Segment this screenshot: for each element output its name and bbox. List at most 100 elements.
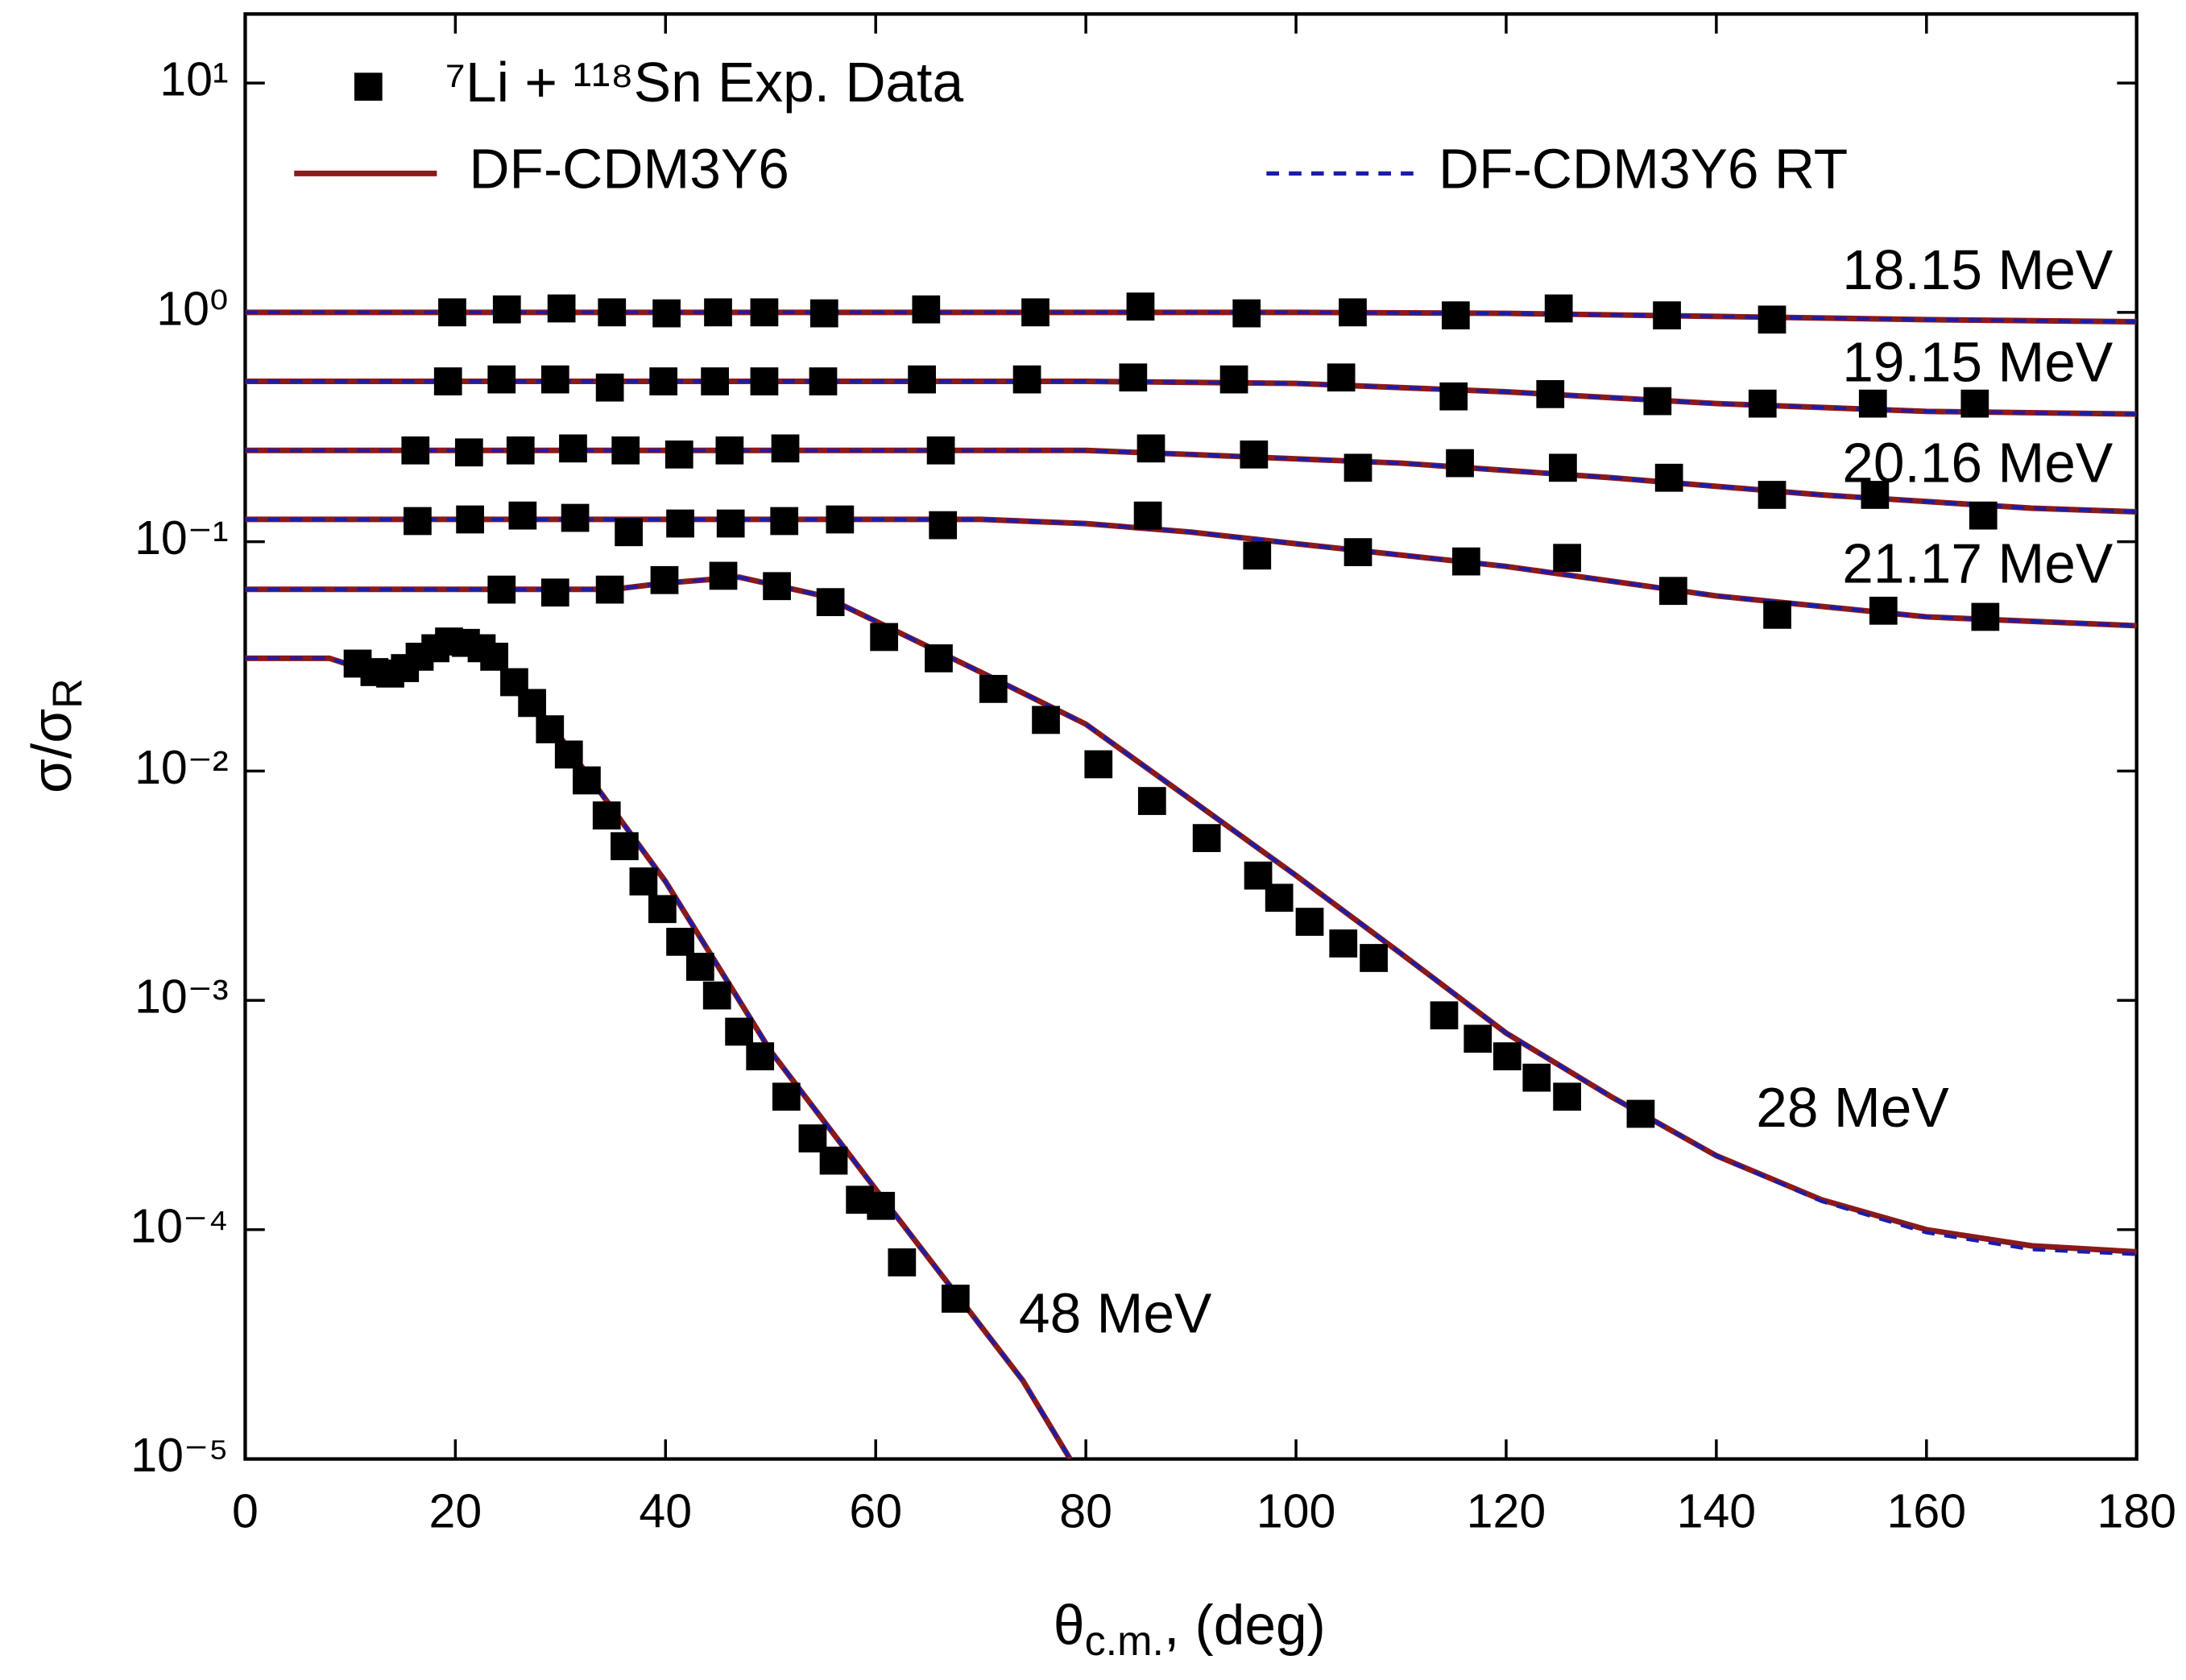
- series-label: 28 MeV: [1756, 1076, 1949, 1139]
- data-point: [518, 689, 546, 718]
- data-point: [908, 365, 936, 394]
- series-label: 21.17 MeV: [1842, 532, 2114, 595]
- data-point: [648, 895, 677, 924]
- data-point: [1544, 294, 1573, 323]
- data-point: [1084, 750, 1113, 779]
- data-point: [772, 1082, 801, 1111]
- data-point: [433, 367, 462, 395]
- x-tick-label: 20: [429, 1485, 482, 1538]
- x-tick-label: 160: [1887, 1485, 1967, 1538]
- data-point: [702, 981, 731, 1010]
- model-line: [245, 640, 1073, 1459]
- data-point: [1464, 1024, 1493, 1053]
- data-point: [715, 436, 744, 465]
- data-point: [611, 436, 640, 465]
- data-point: [1653, 301, 1681, 329]
- data-point: [1021, 298, 1050, 327]
- data-point: [1126, 292, 1155, 321]
- model-line: [245, 574, 2137, 1255]
- data-point: [809, 367, 838, 395]
- x-tick-label: 140: [1677, 1485, 1757, 1538]
- data-point: [1219, 365, 1248, 394]
- data-point: [480, 643, 509, 671]
- data-point: [561, 503, 590, 532]
- data-point: [487, 575, 516, 604]
- data-point: [438, 298, 466, 327]
- data-point: [1192, 824, 1221, 852]
- data-point: [540, 365, 569, 394]
- data-point: [487, 365, 516, 394]
- data-point: [536, 715, 565, 743]
- data-point: [704, 298, 732, 327]
- data-point: [1763, 600, 1791, 629]
- data-point: [867, 1191, 896, 1220]
- data-point: [926, 436, 955, 465]
- plot-frame: [243, 12, 2138, 1461]
- x-tick-label: 60: [849, 1485, 902, 1538]
- legend-label: DF-CDM3Y6: [469, 138, 789, 201]
- data-point: [1553, 544, 1581, 573]
- x-tick-label: 0: [232, 1485, 259, 1538]
- data-point: [1441, 301, 1470, 329]
- data-point: [1446, 449, 1474, 478]
- model-rt-line: [245, 641, 1072, 1459]
- data-point: [1659, 577, 1687, 606]
- y-axis-label: σ/σR: [20, 678, 91, 793]
- data-point: [725, 1017, 753, 1046]
- data-point: [685, 953, 714, 981]
- data-point: [592, 801, 621, 830]
- data-point: [492, 295, 521, 324]
- data-point: [629, 867, 658, 896]
- x-tick-label: 180: [2097, 1485, 2176, 1538]
- x-tick-label: 40: [639, 1485, 692, 1538]
- data-point: [1327, 363, 1356, 392]
- data-point: [1643, 387, 1672, 416]
- data-point: [666, 928, 694, 956]
- data-point: [559, 434, 587, 463]
- data-point: [1960, 389, 1989, 418]
- data-point: [1858, 389, 1887, 418]
- model-rt-line: [245, 379, 2137, 416]
- series-label: 20.16 MeV: [1842, 431, 2114, 494]
- data-point: [650, 565, 679, 594]
- data-point: [1439, 382, 1468, 411]
- data-point: [508, 501, 537, 530]
- x-label-main: θ: [1054, 1594, 1085, 1657]
- data-point: [809, 299, 838, 328]
- data-point: [1360, 944, 1388, 972]
- data-point: [1243, 541, 1272, 570]
- x-tick-label: 100: [1257, 1485, 1336, 1538]
- data-point: [1748, 389, 1777, 418]
- data-point: [506, 436, 535, 465]
- data-point: [404, 507, 432, 536]
- x-label-tail: , (deg): [1164, 1594, 1326, 1657]
- y-label-sub: R: [44, 678, 91, 709]
- data-point: [598, 298, 627, 327]
- data-point: [1265, 883, 1294, 912]
- data-point: [1522, 1063, 1551, 1092]
- data-point: [1861, 481, 1890, 509]
- data-point: [1757, 481, 1786, 509]
- x-axis-label: θc.m., (deg): [1054, 1594, 1326, 1665]
- model-rt-line: [245, 310, 2137, 324]
- y-tick-label: 10⁻⁴: [130, 1199, 228, 1252]
- data-point: [1232, 299, 1261, 328]
- y-tick-label: 10⁻⁵: [130, 1429, 228, 1482]
- legend-marker: [354, 72, 383, 101]
- data-point: [912, 295, 941, 324]
- data-point: [664, 440, 693, 469]
- data-point: [595, 575, 624, 604]
- data-point: [1452, 547, 1480, 576]
- legend-label: ⁷Li + ¹¹⁸Sn Exp. Data: [445, 51, 964, 114]
- data-point: [615, 518, 643, 547]
- data-point: [1626, 1099, 1655, 1128]
- data-point: [929, 511, 958, 540]
- data-point: [1343, 453, 1372, 482]
- data-point: [709, 561, 738, 590]
- data-point: [816, 588, 845, 617]
- data-point: [652, 299, 681, 328]
- data-point: [547, 294, 576, 323]
- data-point: [1969, 501, 1998, 530]
- series-label: 19.15 MeV: [1842, 330, 2114, 393]
